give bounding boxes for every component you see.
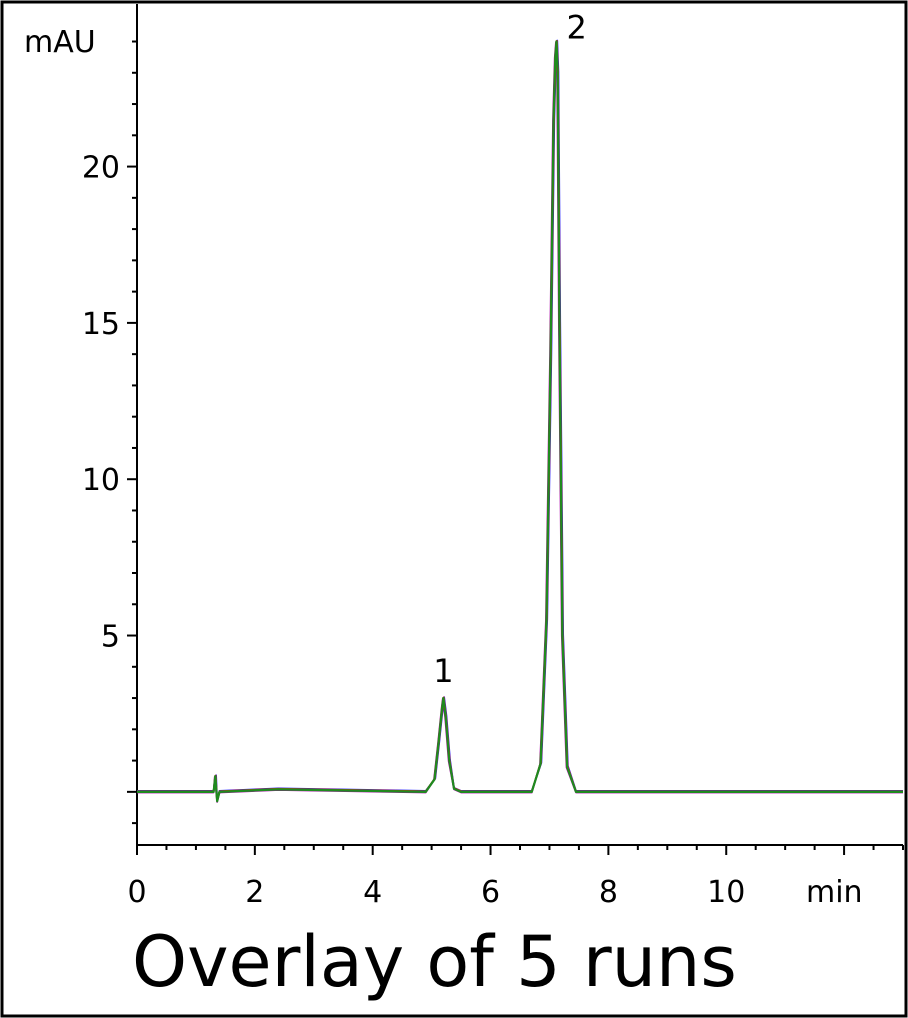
- labels-layer: 0 2 4 6 8 10 5 10 15 20 1 2: [82, 9, 746, 910]
- y-tick-label: 5: [101, 620, 120, 655]
- x-axis-label: min: [806, 875, 863, 910]
- x-tick-label: 6: [481, 875, 500, 910]
- y-tick-label: 10: [82, 463, 120, 498]
- x-tick-label: 0: [127, 875, 146, 910]
- peak-label: 1: [433, 652, 453, 690]
- series-line-run: [137, 39, 903, 802]
- y-axis-label: mAU: [24, 25, 96, 60]
- y-tick-label: 20: [82, 151, 120, 186]
- series-line-run: [137, 40, 903, 803]
- x-tick-label: 4: [363, 875, 382, 910]
- y-tick-label: 15: [82, 307, 120, 342]
- x-tick-label: 8: [599, 875, 618, 910]
- x-tick-label: 2: [245, 875, 264, 910]
- peak-label: 2: [567, 9, 587, 47]
- series-layer: [137, 39, 903, 803]
- series-line-run: [137, 40, 903, 802]
- series-line-run: [137, 39, 903, 802]
- x-tick-label: 10: [707, 875, 745, 910]
- ticks-layer: [127, 40, 904, 855]
- series-line-run: [137, 41, 903, 803]
- chart-title: Overlay of 5 runs: [132, 921, 737, 1003]
